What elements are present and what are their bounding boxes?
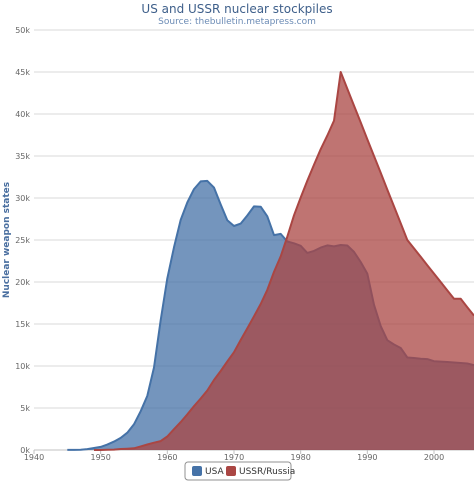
y-tick-label: 10k: [15, 362, 30, 371]
y-tick-label: 5k: [20, 404, 30, 413]
y-tick-label: 25k: [15, 236, 30, 245]
y-tick-label: 40k: [15, 110, 30, 119]
series-area-ussr[interactable]: [94, 72, 474, 450]
y-tick-label: 45k: [15, 68, 30, 77]
y-tick-label: 20k: [15, 278, 30, 287]
y-tick-label: 15k: [15, 320, 30, 329]
legend-frame: [184, 461, 292, 481]
legend: USA USSR/Russia: [184, 461, 295, 481]
y-tick-label: 35k: [15, 152, 30, 161]
y-tick-label: 50k: [15, 26, 30, 35]
x-tick-label: 2000: [424, 453, 444, 462]
legend-label-ussr[interactable]: USSR/Russia: [239, 467, 295, 477]
x-tick-label: 1980: [290, 453, 310, 462]
x-tick-label: 1990: [357, 453, 377, 462]
x-tick-label: 1960: [157, 453, 177, 462]
x-axis-ticks: 1940 1950 1960 1970 1980 1990 2000: [24, 450, 444, 462]
series-layer: [67, 71, 474, 451]
legend-label-usa[interactable]: USA: [205, 467, 224, 477]
chart-subtitle: Source: thebulletin.metapress.com: [158, 17, 316, 27]
legend-swatch-ussr: [226, 466, 236, 476]
chart-title: US and USSR nuclear stockpiles: [141, 2, 332, 16]
y-axis-ticks: 0k 5k 10k 15k 20k 25k 30k 35k 40k 45k 50k: [15, 26, 30, 455]
legend-swatch-usa: [192, 466, 202, 476]
x-tick-label: 1970: [224, 453, 244, 462]
series-line-ussr: [94, 71, 474, 451]
y-axis-label: Nuclear weapon states: [2, 182, 12, 298]
y-tick-label: 30k: [15, 194, 30, 203]
x-tick-label: 1950: [90, 453, 110, 462]
x-tick-label: 1940: [24, 453, 44, 462]
y-tick-label: 0k: [20, 446, 30, 455]
